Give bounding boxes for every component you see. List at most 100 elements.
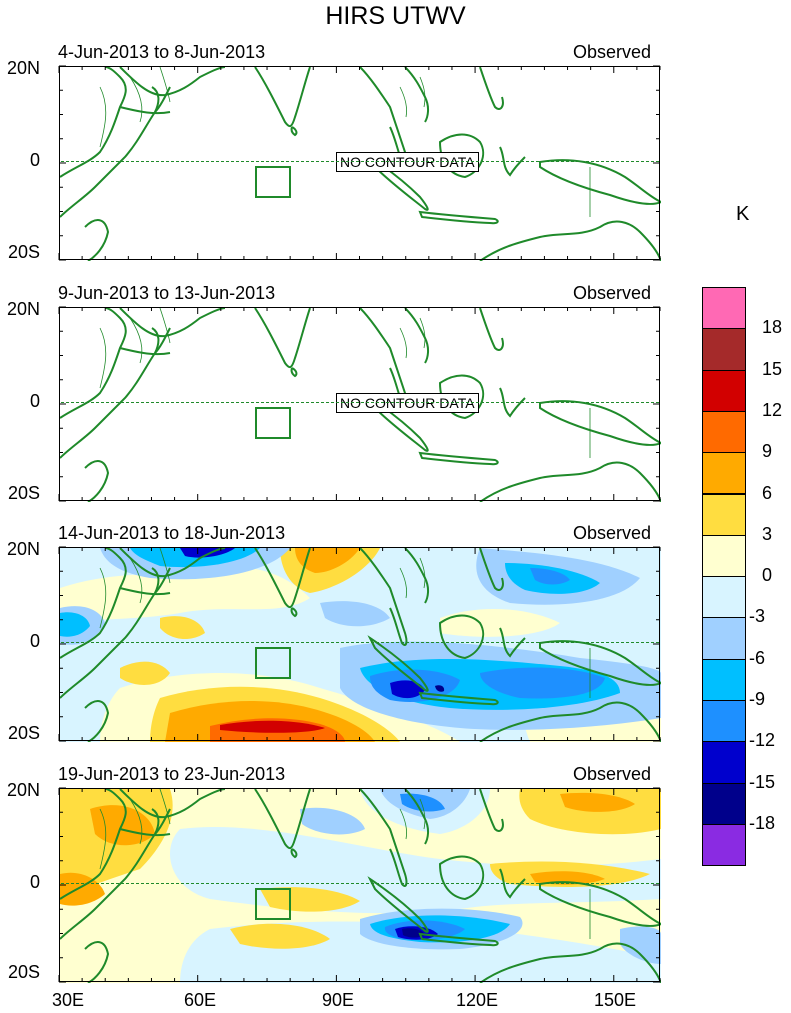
coastline-path [254, 67, 311, 128]
coastline-path [359, 789, 408, 887]
colorbar-label: -12 [749, 730, 776, 751]
coastline-path [438, 614, 485, 660]
coastline-path [479, 220, 661, 261]
coastline-path [438, 855, 485, 901]
coastline-path [479, 461, 661, 502]
coastline-path [60, 327, 160, 459]
coastline-path [84, 700, 110, 742]
country-border [419, 76, 426, 108]
map-panel-3 [60, 548, 661, 742]
colorbar-label: 6 [762, 482, 773, 503]
coastline-path [367, 635, 429, 692]
country-border [399, 86, 408, 118]
colorbar-label: -15 [749, 771, 776, 792]
country-border [399, 567, 408, 599]
coastline-path [418, 210, 499, 225]
country-border [159, 308, 171, 344]
coastline-path [60, 86, 160, 218]
colorbar-swatch [702, 287, 746, 330]
coastline-path [367, 876, 429, 933]
xlabel-120e: 120E [455, 990, 499, 1010]
colorbar-swatch [702, 700, 746, 743]
coastline-path [479, 789, 504, 832]
coastline-path [254, 308, 311, 369]
coastline-path [418, 691, 499, 706]
colorbar-swatch [702, 823, 746, 867]
coastline-path [60, 567, 160, 699]
colorbar-swatch [702, 741, 746, 784]
colorbar-label: 18 [762, 317, 783, 338]
coastline-path [255, 888, 291, 920]
colorbar-swatch [702, 369, 746, 412]
coastline-path [119, 567, 171, 596]
equator-line [61, 883, 659, 884]
coastline-path [539, 640, 661, 686]
ylabel-20s: 20S [7, 962, 40, 982]
coastline-path [418, 451, 499, 466]
coastline-path [255, 166, 291, 198]
coastline-path [119, 308, 226, 338]
country-border [129, 76, 143, 123]
colorbar-swatch [702, 410, 746, 454]
coastline-path [539, 159, 661, 205]
equator-line [61, 402, 659, 403]
map-panel-1: NO CONTOUR DATA [60, 67, 661, 261]
ylabel-20s: 20S [7, 242, 40, 262]
colorbar-label: 3 [762, 523, 773, 544]
anomaly-field [60, 548, 661, 742]
coastline-path [119, 327, 171, 356]
panel-4-left-title: 19-Jun-2013 to 23-Jun-2013 [58, 764, 286, 784]
colorbar-swatch [702, 576, 746, 619]
country-border [419, 798, 426, 830]
panel-4-right-title: Observed [573, 764, 652, 784]
colorbar-swatch [702, 617, 746, 660]
colorbar-label: 0 [762, 565, 773, 586]
no-contour-label: NO CONTOUR DATA [336, 393, 479, 413]
colorbar-label: -18 [749, 812, 776, 833]
xlabel-150e: 150E [593, 990, 637, 1010]
coastline-path [119, 86, 171, 115]
coastline-path [290, 367, 298, 378]
colorbar-label: -9 [749, 689, 766, 709]
coastline-path [418, 932, 499, 947]
coastline-path [119, 808, 171, 837]
panel-3-right-title: Observed [573, 523, 652, 543]
colorbar-label: 15 [762, 358, 783, 379]
coastline-path [479, 701, 661, 742]
ylabel-20n: 20N [6, 299, 40, 319]
coastline-path [84, 460, 110, 502]
colorbar-swatch [702, 534, 746, 578]
xlabel-90e: 90E [321, 990, 355, 1010]
ylabel-0: 0 [29, 150, 40, 170]
colorbar-label: 9 [762, 441, 773, 462]
no-contour-label: NO CONTOUR DATA [336, 152, 479, 172]
coastline-path [84, 941, 110, 983]
coastline-path [479, 942, 661, 983]
anomaly-field [60, 789, 661, 983]
coastline-path [290, 607, 298, 618]
coastline-path [255, 407, 291, 439]
equator-line [61, 642, 659, 643]
coastline-path [84, 219, 110, 261]
colorbar-label: -3 [749, 606, 766, 627]
ylabel-0: 0 [29, 631, 40, 651]
country-border [419, 317, 426, 349]
panel-1-left-title: 4-Jun-2013 to 8-Jun-2013 [58, 42, 266, 62]
coastline-path [254, 548, 311, 609]
map-panel-2: NO CONTOUR DATA [60, 308, 661, 502]
coastline-path [479, 548, 504, 591]
ylabel-20s: 20S [7, 723, 40, 743]
coastline-path [290, 126, 298, 137]
country-border [129, 798, 143, 845]
ylabel-20n: 20N [6, 58, 40, 78]
coastline-path [479, 308, 504, 351]
panel-1-right-title: Observed [573, 42, 652, 62]
coastline-path [359, 548, 408, 646]
ylabel-20s: 20S [7, 483, 40, 503]
colorbar-units: K [736, 203, 750, 225]
colorbar-swatch [702, 328, 746, 371]
ylabel-0: 0 [29, 872, 40, 892]
ylabel-0: 0 [29, 391, 40, 411]
colorbar-label: -6 [749, 647, 766, 668]
